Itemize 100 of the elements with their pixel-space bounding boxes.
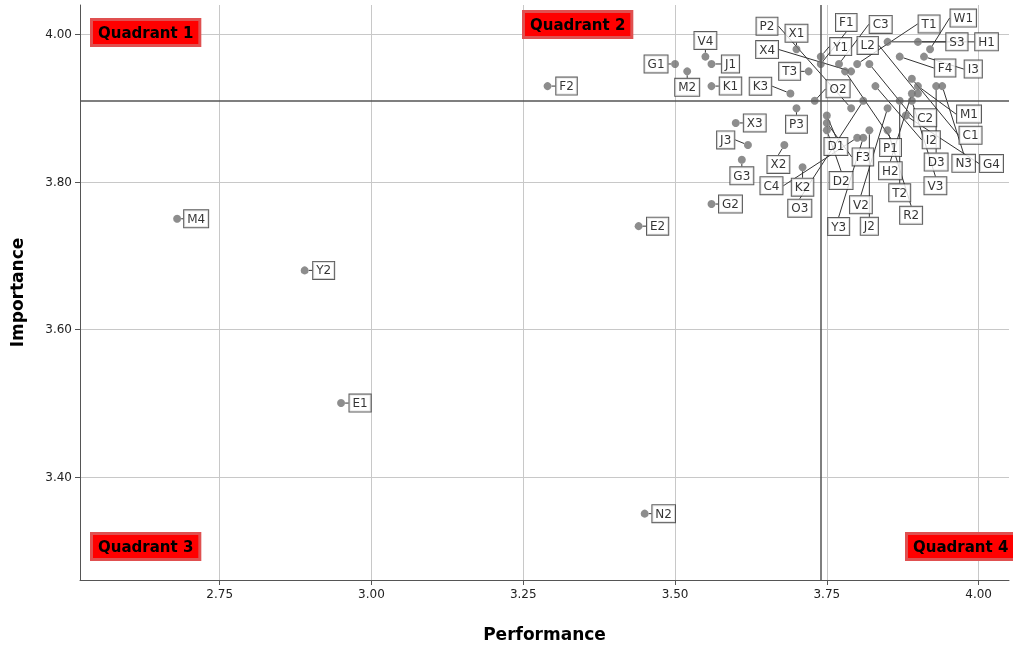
data-label: F3	[855, 149, 871, 164]
point	[707, 200, 716, 209]
data-label: H2	[882, 163, 899, 178]
data-label: G4	[983, 156, 1000, 171]
point	[835, 59, 843, 68]
data-label: T2	[891, 185, 908, 200]
data-label: L2	[860, 38, 875, 53]
data-label: D3	[927, 155, 945, 170]
data-label: K2	[794, 180, 811, 195]
data-label: G1	[647, 56, 665, 71]
data-label: V4	[697, 33, 714, 48]
point	[938, 82, 947, 91]
point	[853, 133, 862, 142]
y-tick-label: 4.00	[45, 27, 72, 42]
data-label: C4	[763, 178, 780, 193]
data-label: H1	[978, 34, 995, 49]
data-label: K1	[722, 79, 739, 94]
x-tick-label: 3.00	[358, 587, 385, 601]
data-label: X1	[788, 26, 805, 41]
point	[798, 163, 807, 172]
data-label: G3	[733, 168, 751, 183]
data-label: S3	[949, 34, 965, 49]
point	[865, 126, 874, 135]
point	[847, 104, 856, 113]
y-tick-label: 3.40	[45, 469, 72, 484]
point	[883, 37, 892, 46]
point	[883, 126, 892, 135]
point	[337, 399, 346, 408]
data-label: X2	[770, 157, 787, 172]
point	[543, 82, 552, 91]
x-tick-label: 3.25	[509, 587, 537, 601]
data-label: C2	[917, 110, 934, 125]
point	[792, 45, 801, 54]
annotation: Quadrant 4	[913, 537, 1009, 556]
data-label: T3	[781, 64, 798, 79]
data-label: D2	[832, 173, 850, 188]
data-label: E2	[650, 219, 666, 234]
data-label: I2	[925, 132, 937, 147]
data-label: C3	[872, 17, 889, 32]
data-label: J1	[723, 56, 737, 71]
point	[634, 222, 643, 231]
x-tick-label: 3.50	[661, 587, 689, 601]
data-label: R2	[903, 208, 920, 223]
data-label: X3	[746, 115, 763, 130]
data-label: G2	[722, 197, 739, 212]
data-label: X4	[759, 42, 776, 57]
point	[901, 111, 910, 120]
data-label: M2	[678, 80, 697, 95]
data-label: F4	[937, 60, 953, 75]
point	[913, 37, 922, 46]
point	[822, 126, 831, 135]
data-label: Y1	[832, 39, 849, 54]
data-label: J3	[719, 132, 732, 147]
point	[913, 89, 922, 98]
data-label: M1	[960, 107, 979, 122]
point	[300, 266, 309, 275]
point	[913, 82, 922, 91]
point	[853, 59, 862, 68]
x-tick-label: 2.75	[206, 587, 234, 601]
point	[895, 52, 904, 61]
data-label: F1	[839, 15, 854, 30]
x-axis-title: Performance	[483, 623, 606, 644]
data-label: I3	[967, 62, 979, 77]
data-label: O2	[829, 81, 847, 96]
y-tick-label: 3.80	[45, 174, 72, 189]
point	[932, 82, 941, 91]
point	[804, 67, 813, 76]
point	[792, 104, 801, 113]
point	[780, 141, 789, 150]
point	[865, 59, 874, 68]
data-label: Y3	[830, 219, 847, 234]
data-label: D1	[827, 139, 845, 154]
point	[731, 118, 740, 127]
data-label: C1	[962, 128, 979, 143]
annotation: Quadrant 1	[98, 23, 194, 42]
data-label: P1	[883, 140, 898, 155]
point	[737, 155, 746, 164]
data-label: K3	[752, 79, 769, 94]
point	[907, 74, 916, 83]
y-axis-title: Importance	[6, 237, 27, 348]
point	[822, 118, 831, 127]
data-label: W1	[953, 11, 974, 26]
data-label: V3	[927, 178, 944, 193]
data-label: F2	[559, 79, 574, 94]
y-tick-label: 3.60	[45, 322, 72, 337]
point	[841, 67, 850, 76]
point	[640, 509, 649, 518]
data-label: P2	[759, 19, 775, 34]
annotation: Quadrant 3	[98, 537, 194, 556]
data-label: Y2	[315, 263, 332, 278]
point	[743, 141, 752, 150]
data-label: M4	[187, 211, 206, 226]
data-label: J2	[862, 219, 875, 234]
data-label: O3	[791, 201, 809, 216]
point	[707, 82, 716, 91]
point	[707, 59, 716, 68]
x-tick-label: 4.00	[965, 587, 992, 601]
point	[683, 67, 692, 76]
data-label: V2	[852, 197, 869, 212]
data-label: N3	[955, 156, 972, 171]
